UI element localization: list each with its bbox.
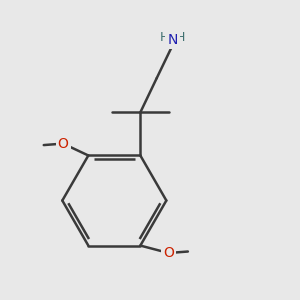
Text: O: O [58,136,68,151]
Text: H: H [176,31,185,44]
Text: H: H [159,31,169,44]
Text: O: O [163,246,174,260]
Text: N: N [167,33,178,47]
